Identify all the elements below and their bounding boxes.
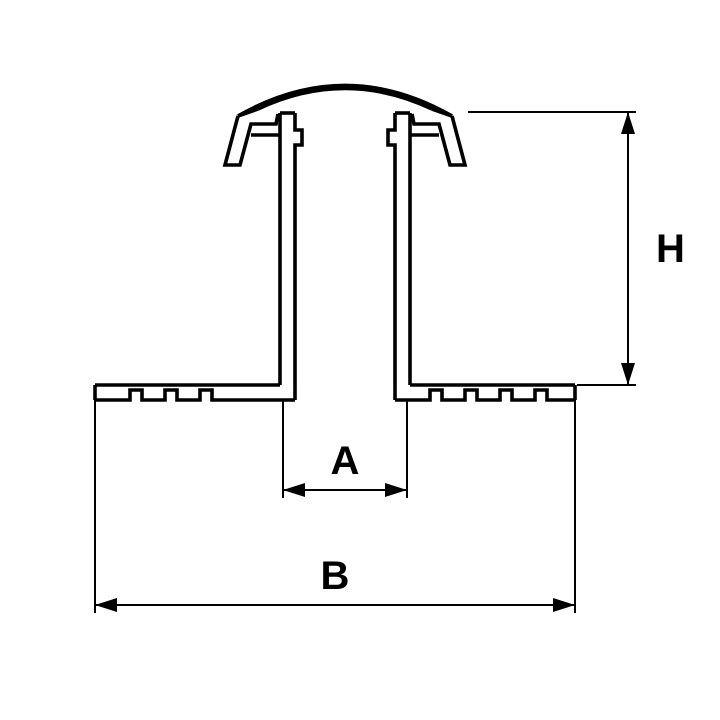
dimension-H-label: H bbox=[656, 227, 685, 271]
arrowhead-down-icon bbox=[621, 363, 635, 385]
dimension-B-label: B bbox=[321, 554, 350, 598]
dimension-H: H bbox=[468, 112, 685, 385]
arrowhead-left-icon bbox=[283, 483, 305, 497]
dimension-B: B bbox=[95, 400, 575, 613]
arrowhead-right-icon bbox=[385, 483, 407, 497]
arrowhead-right-icon bbox=[553, 598, 575, 612]
arrowhead-up-icon bbox=[621, 112, 635, 134]
arrowhead-left-icon bbox=[95, 598, 117, 612]
dimension-A-label: A bbox=[331, 439, 360, 483]
dimension-A: A bbox=[283, 400, 407, 498]
profile-outline bbox=[95, 86, 575, 401]
